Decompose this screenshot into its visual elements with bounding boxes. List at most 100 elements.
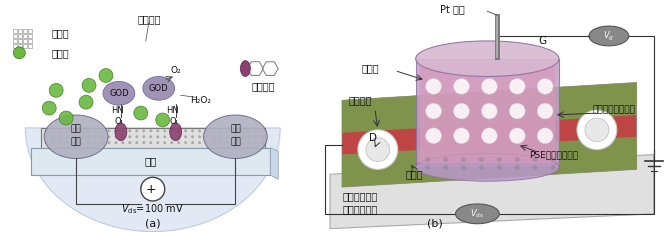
Circle shape [233,135,236,138]
Circle shape [99,69,113,82]
Circle shape [550,165,556,170]
Polygon shape [342,137,637,187]
Ellipse shape [415,154,559,181]
Text: 葡萄糖酸: 葡萄糖酸 [137,14,160,24]
Circle shape [122,129,124,132]
Text: G: G [538,36,546,46]
Circle shape [177,141,180,144]
Polygon shape [342,82,637,133]
Bar [23,39,27,43]
Circle shape [149,141,152,144]
Bar [28,44,32,48]
Circle shape [42,101,56,115]
Circle shape [141,177,165,201]
Text: Pt 电极: Pt 电极 [440,4,465,14]
Bar [13,39,17,43]
Circle shape [191,129,194,132]
Circle shape [425,165,430,170]
Text: 乙二醇酯衬底: 乙二醇酯衬底 [342,204,377,214]
Circle shape [497,157,502,162]
Polygon shape [25,128,280,232]
Circle shape [100,141,104,144]
Bar [28,29,32,33]
Circle shape [205,129,208,132]
Text: 聚对苯二甲酸: 聚对苯二甲酸 [342,191,377,201]
Circle shape [443,157,448,162]
Circle shape [65,129,69,132]
Text: H₂O₂: H₂O₂ [190,96,211,105]
Circle shape [128,141,132,144]
Circle shape [219,129,222,132]
Circle shape [100,135,104,138]
Ellipse shape [204,115,267,158]
Text: 电解质: 电解质 [361,64,379,74]
Circle shape [254,141,257,144]
Circle shape [226,141,229,144]
Ellipse shape [143,76,174,100]
Circle shape [443,165,448,170]
Circle shape [13,47,25,59]
Polygon shape [342,82,637,187]
Bar [18,39,22,43]
Circle shape [482,128,497,144]
Text: 连接分子: 连接分子 [252,81,275,91]
Circle shape [94,135,96,138]
Bar [28,34,32,38]
Circle shape [233,141,236,144]
Circle shape [163,141,166,144]
Circle shape [79,141,83,144]
Circle shape [51,141,55,144]
Circle shape [184,135,187,138]
Bar [31,148,271,175]
Text: 导电银胶: 导电银胶 [348,95,371,105]
Bar [28,39,32,43]
Circle shape [515,157,520,162]
Ellipse shape [103,81,135,105]
Text: 聚二甲基硅氧烷井: 聚二甲基硅氧烷井 [593,106,635,115]
Circle shape [73,141,75,144]
Circle shape [79,95,93,109]
Circle shape [212,135,215,138]
Polygon shape [420,63,555,163]
Circle shape [45,135,47,138]
Text: PSE葡萄糖氧化酶: PSE葡萄糖氧化酶 [530,150,578,159]
Circle shape [426,79,442,94]
Bar [23,29,27,33]
Circle shape [142,141,145,144]
Circle shape [87,135,90,138]
Polygon shape [271,148,279,179]
Circle shape [73,135,75,138]
Circle shape [122,135,124,138]
Circle shape [184,129,187,132]
Circle shape [482,103,497,119]
Circle shape [177,129,180,132]
Text: GOD: GOD [109,89,129,98]
Circle shape [59,129,61,132]
Circle shape [82,79,96,92]
Text: 石墨烯: 石墨烯 [406,169,424,179]
Circle shape [226,129,229,132]
Circle shape [49,83,63,97]
Ellipse shape [240,61,250,76]
Circle shape [198,135,201,138]
Text: 石墨烯: 石墨烯 [51,28,69,38]
Text: 石英: 石英 [144,156,157,166]
Ellipse shape [589,26,629,46]
Circle shape [134,106,148,120]
Circle shape [509,103,525,119]
Circle shape [142,135,145,138]
Text: (a): (a) [145,219,160,229]
Bar [13,29,17,33]
Circle shape [497,165,502,170]
Circle shape [233,129,236,132]
Circle shape [45,129,47,132]
Circle shape [426,128,442,144]
Circle shape [479,165,484,170]
Circle shape [170,129,173,132]
Circle shape [461,157,466,162]
Ellipse shape [44,115,108,158]
Circle shape [136,129,138,132]
Circle shape [114,129,118,132]
Text: 源极: 源极 [230,137,240,146]
Circle shape [198,141,201,144]
